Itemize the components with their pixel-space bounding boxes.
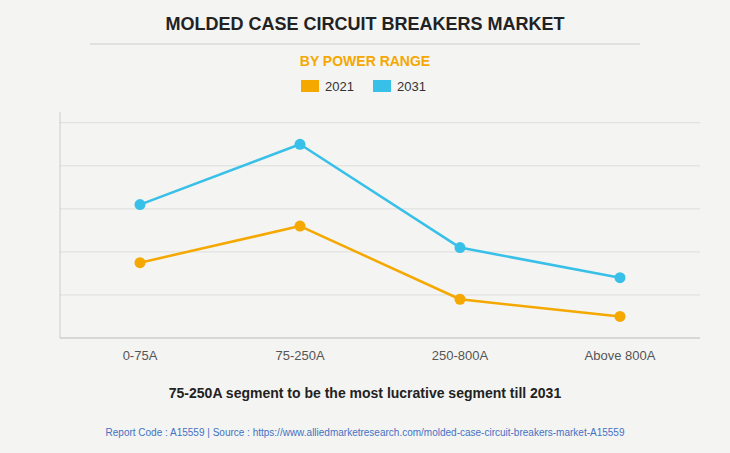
- series: [135, 221, 626, 322]
- legend-swatch: [301, 80, 319, 92]
- footer: 75-250A segment to be the most lucrative…: [169, 385, 562, 401]
- x-tick-label: 75-250A: [275, 348, 324, 363]
- x-tick-label: 0-75A: [123, 348, 158, 363]
- point: [615, 272, 626, 283]
- point: [135, 199, 146, 210]
- subtitle: BY POWER RANGE: [300, 53, 430, 69]
- legend-item: 2031: [373, 79, 426, 94]
- point: [455, 242, 466, 253]
- series-line: [140, 144, 620, 277]
- grid-line: [60, 251, 700, 252]
- grid-line: [60, 165, 700, 166]
- legend-label: 2031: [397, 79, 426, 94]
- legend: 2021 2031: [301, 79, 426, 94]
- legend-swatch: [373, 80, 391, 92]
- point: [295, 139, 306, 150]
- title-rule: [90, 44, 640, 45]
- x-axis: 0-75A 75-250A 250-800A Above 800A: [123, 348, 656, 363]
- point: [455, 294, 466, 305]
- point: [135, 257, 146, 268]
- series-group: [135, 139, 626, 322]
- chart: MOLDED CASE CIRCUIT BREAKERS MARKET BY PO…: [0, 0, 730, 453]
- baseline: [60, 338, 700, 339]
- legend-item: 2021: [301, 79, 354, 94]
- point: [295, 221, 306, 232]
- grid: [60, 123, 700, 338]
- title: MOLDED CASE CIRCUIT BREAKERS MARKET: [165, 14, 564, 34]
- source: Report Code : A15559 | Source : https://…: [106, 427, 625, 438]
- x-tick-label: 250-800A: [432, 348, 489, 363]
- series: [135, 139, 626, 283]
- series-line: [140, 226, 620, 316]
- grid-line: [60, 294, 700, 295]
- grid-line: [60, 122, 700, 123]
- point: [615, 311, 626, 322]
- y-axis-line: [60, 112, 61, 338]
- x-tick-label: Above 800A: [585, 348, 656, 363]
- grid-line: [60, 208, 700, 209]
- legend-label: 2021: [325, 79, 354, 94]
